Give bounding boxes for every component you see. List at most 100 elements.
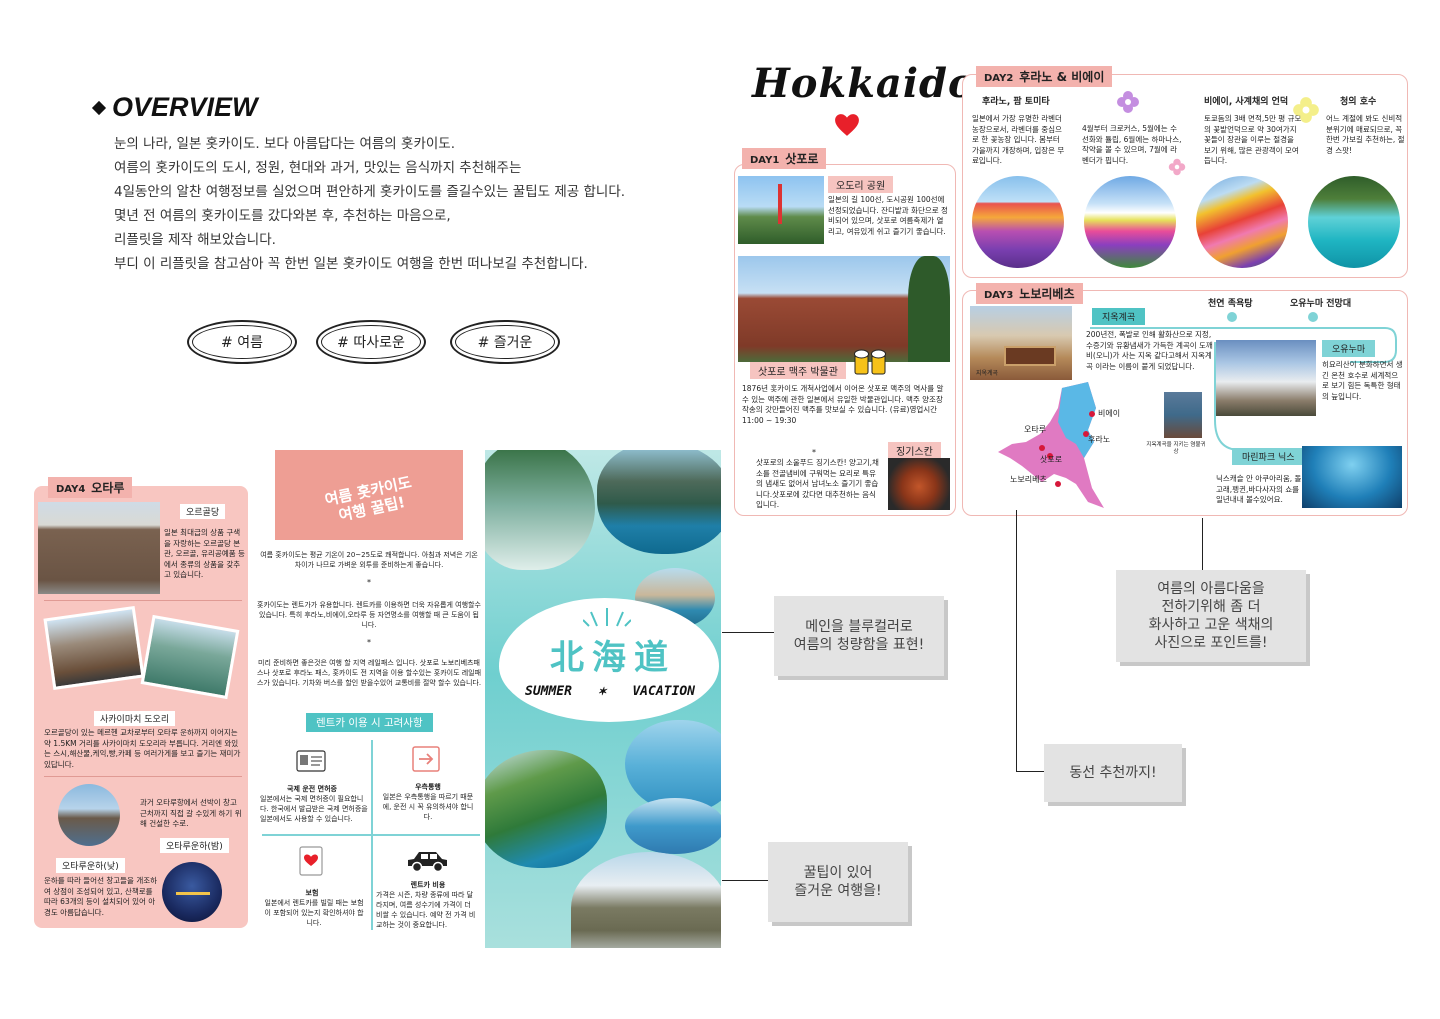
right-side-text: 일본은 우측통행을 따르기 때문에, 운전 시 꼭 유의하셔야 합니다.: [382, 793, 474, 821]
day-number: DAY4: [56, 484, 86, 495]
title-cloud-shape: [499, 598, 719, 722]
mountain-photo: [571, 852, 721, 948]
overview-line: 몇년 전 여름의 홋카이도를 갔다와본 후, 추천하는 마음으로,: [114, 208, 451, 224]
overview-line: 눈의 나라, 일본 홋카이도. 보다 아름답다는 여름의 홋카이도.: [114, 136, 455, 152]
tips-paragraph: 홋카이도는 렌트가가 유용합니다. 렌트카를 이용하면 더욱 자유롭게 여행할수…: [257, 601, 481, 629]
subtitle-vacation: VACATION: [632, 684, 695, 699]
cover-flyer: 北海道 SUMMER ✶ VACATION: [485, 450, 721, 948]
note-tips: 꿀팁이 있어 즐거운 여행을!: [768, 842, 908, 922]
ocean-photo: [625, 720, 721, 812]
license-text: 일본에서는 국제 면허증이 필요합니다. 한국에서 발급받은 국제 면허증을 일…: [260, 795, 368, 823]
day-number: DAY1: [750, 155, 780, 166]
divider: [44, 600, 242, 601]
cafe-street-photo: [140, 614, 240, 700]
oyunuma-text: 히요리산이 분화하면서 생긴 온천 호수로 세계적으로 보기 힘든 독특한 형태…: [1322, 360, 1403, 401]
odori-text: 일본의 길 100선, 도시공원 100선에 선정되었습니다. 잔디밭과 화단으…: [828, 195, 948, 236]
insurance-text: 일본에서 렌트카를 빌릴 때는 보험이 포함되어 있는지 확인하셔야 합니다.: [264, 899, 364, 927]
map-label-noboribetsu: 노보리베츠: [1010, 475, 1047, 484]
overview-line: 4일동안의 알찬 여행정보를 실었으며 편안하게 홋카이도를 즐길수있는 꿀팁도…: [114, 184, 626, 200]
jigoku-text: 200년전, 폭발로 인해 활화산으로 지정, 수증기와 유황냄새가 가득한 계…: [1086, 330, 1213, 371]
canal-night-label: 오타루운하(밤): [160, 838, 229, 853]
oni-statue-caption: 지옥계곡을 지키는 염불귀상: [1146, 442, 1206, 455]
tips-paragraph: 여름 홋카이도는 평균 기온이 20~25도로 쾌적합니다. 아침과 저녁은 기…: [260, 551, 478, 569]
overview-line: 부디 이 리플릿을 참고삼아 꼭 한번 일본 홋카이도 여행을 한번 떠나보길 …: [114, 256, 588, 272]
sakaimachi-label: 사카이마치 도오리: [94, 711, 176, 726]
kanji-title: 北海道: [550, 638, 676, 678]
tag-fun[interactable]: # 즐거운: [450, 320, 560, 364]
flower-season-text: 4월부터 크로커스, 5월에는 수선화와 튤립, 6월에는 하마나스, 작약을 …: [1082, 124, 1182, 165]
map-label-furano: 후라노: [1088, 435, 1111, 444]
hokkaido-title: Hokkaido: [752, 60, 976, 107]
car-icon: [408, 852, 447, 873]
rent-title: 렌트카 이용 시 고려사항: [306, 713, 433, 732]
oni-statue-photo: [1164, 392, 1202, 438]
day-name: 오타루: [91, 481, 125, 495]
sign-board-shape: [1004, 346, 1056, 366]
subtitle-summer: SUMMER: [525, 684, 572, 699]
canal-night-photo: [162, 862, 222, 922]
oyunuma-observatory-label: 오유누마 전망대: [1290, 299, 1352, 309]
flower-icon: [1168, 158, 1186, 176]
flower-field-photo: [1084, 176, 1176, 268]
farm-tomita-photo: [972, 176, 1064, 268]
farm-tomita-text: 일본에서 가장 유명한 라벤더 농장으로서, 라벤더를 중심으로 한 꽃농장 입…: [972, 114, 1065, 165]
farm-tomita-name: 후라노, 팜 토미타: [982, 97, 1050, 107]
beer-icon: [854, 349, 886, 375]
day-name: 노보리베츠: [1019, 287, 1075, 301]
jingis-khan-photo: [888, 458, 950, 510]
natural-footbath-label: 천연 족욕탕: [1208, 299, 1253, 309]
connector-line: [1016, 510, 1017, 772]
sakaimachi-photo: [43, 605, 145, 691]
note-season-photos: 여름의 아름다움을 전하기위해 좀 더 화사하고 고운 색채의 사진으로 포인트…: [1116, 570, 1306, 662]
jigoku-sign-photo: 지옥계곡: [970, 306, 1072, 380]
oyunuma-label: 오유누마: [1322, 340, 1376, 357]
jingis-text: 삿포로의 소울푸드 징기스칸! 양고기,채소를 전골냄비에 구워먹는 요리로 특…: [756, 458, 879, 509]
asterisk: *: [367, 578, 371, 587]
sun-rays-icon: [583, 608, 631, 627]
overview-text: 눈의 나라, 일본 홋카이도. 보다 아름답다는 여름의 홋카이도. 여름의 홋…: [114, 132, 694, 276]
heart-icon: [835, 114, 859, 136]
tag-warm[interactable]: # 따사로운: [316, 320, 426, 364]
tips-title-box: 여름 홋카이도 여행 꿀팁!: [275, 450, 463, 540]
divider: [44, 776, 242, 777]
map-label-otaru: 오타루: [1024, 425, 1047, 434]
cape-photo: [485, 750, 607, 868]
grid-divider-h: [262, 834, 480, 836]
rent-cost-text: 가격은 시즌, 차량 종류에 따라 달라지며, 여름 성수기에 가격이 더 비쌀…: [376, 891, 476, 929]
subtitle-star: ✶: [598, 684, 607, 699]
day1-tab: DAY1 삿포로: [742, 148, 827, 169]
marine-park-label: 마린파크 닉스: [1232, 448, 1305, 465]
canal-day-photo: [58, 784, 120, 846]
beer-museum-photo: [738, 256, 950, 362]
day-number: DAY2: [984, 73, 1014, 84]
flower-icon: [1117, 91, 1139, 113]
blue-pond-name: 청의 호수: [1340, 97, 1377, 107]
insurance-document-icon: [299, 846, 323, 876]
connector-line: [722, 880, 768, 881]
day-name: 후라노 & 비에이: [1019, 70, 1105, 84]
connector-line: [722, 632, 774, 633]
summer-vacation-subtitle: SUMMER ✶ VACATION: [525, 684, 695, 699]
sea-rock-photo: [597, 450, 721, 554]
marine-park-text: 닉스캐슬 안 아쿠아리움, 돌고래,펭귄,바다사자의 쇼를 일년내내 볼수있어요…: [1216, 474, 1302, 504]
beer-museum-text: 1876년 홋카이도 개척사업에서 이어온 삿포로 맥주의 역사를 알 수 있는…: [742, 384, 944, 425]
tag-label: # 따사로운: [337, 335, 405, 351]
connector-line: [1016, 771, 1044, 772]
shikisai-hill-text: 토쿄돔의 3배 면적,5만 평 규모의 꽃밭언덕으로 약 30여가지 꽃들이 장…: [1204, 114, 1302, 165]
stream-photo: [485, 450, 595, 570]
rent-cost-title: 렌트카 비용: [410, 881, 446, 889]
insurance-title: 보험: [305, 889, 319, 897]
tag-summer[interactable]: # 여름: [187, 320, 297, 364]
note-route: 동선 추천까지!: [1044, 744, 1182, 802]
overview-line: 리플릿을 제작 해보았습니다.: [114, 232, 276, 248]
overview-line: 여름의 홋카이도의 도시, 정원, 현대와 과거, 맛있는 음식까지 추천해주는: [114, 160, 522, 176]
overview-title: OVERVIEW: [112, 92, 258, 122]
tag-label: # 여름: [221, 335, 263, 351]
orgel-text: 일본 최대급의 상품 구색을 자랑하는 오르골당 본관, 오르골, 유리공예품 …: [164, 528, 245, 579]
day4-tab: DAY4 오타루: [48, 477, 133, 498]
odori-park-photo: [738, 176, 824, 244]
shikisai-hill-photo: [1196, 176, 1288, 268]
orgel-hall-photo: [38, 502, 160, 594]
tree-shape: [908, 256, 950, 362]
connector-line: [1202, 518, 1203, 570]
